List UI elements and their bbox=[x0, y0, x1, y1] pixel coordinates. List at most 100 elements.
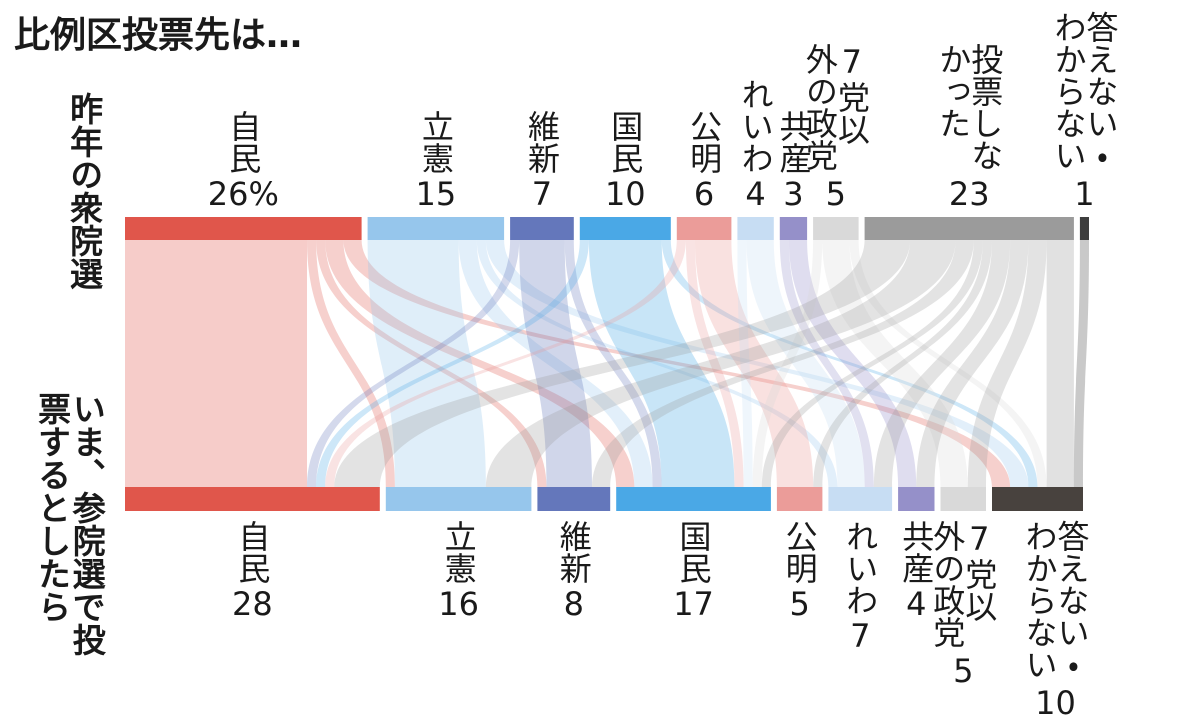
source-bar bbox=[864, 217, 1074, 240]
target-name: 自民 bbox=[233, 520, 272, 584]
source-name: れいわ bbox=[736, 78, 775, 174]
target-value: 4 bbox=[906, 585, 927, 623]
source-bar bbox=[510, 217, 574, 240]
target-value: 17 bbox=[673, 585, 714, 623]
flow-ribbon bbox=[752, 240, 823, 487]
flow-ribbon bbox=[588, 240, 735, 487]
source-value: 5 bbox=[825, 175, 847, 213]
flow-ribbon bbox=[695, 240, 814, 487]
flow-ribbon bbox=[822, 240, 968, 487]
target-name: 国民 bbox=[674, 520, 713, 584]
flow-ribbon bbox=[325, 240, 635, 487]
flow-ribbon bbox=[307, 240, 395, 487]
source-bar bbox=[367, 217, 505, 240]
flow-ribbon bbox=[685, 240, 744, 487]
flow-ribbon bbox=[307, 240, 520, 487]
target-label: 維新 8 bbox=[554, 520, 593, 623]
source-value: 15 bbox=[415, 175, 457, 213]
flow-ribbon bbox=[661, 240, 1038, 487]
target-value: 10 bbox=[1035, 684, 1076, 722]
flow-ribbon bbox=[873, 240, 1011, 487]
flow-ribbon bbox=[813, 240, 992, 487]
source-name: 答えない・わからない bbox=[1049, 10, 1120, 171]
flow-ribbon bbox=[125, 240, 307, 487]
target-label: 自民 28 bbox=[232, 520, 273, 620]
target-name: れいわ bbox=[841, 520, 880, 616]
source-bar bbox=[813, 217, 859, 240]
source-value: 7 bbox=[531, 175, 553, 213]
target-label: 答えない・わからない 10 bbox=[1020, 520, 1091, 722]
flow-ribbon bbox=[849, 240, 1047, 487]
flow-ribbon bbox=[367, 240, 486, 487]
target-bar bbox=[992, 487, 1083, 511]
flow-ribbon bbox=[519, 240, 592, 487]
target-name: 答えない・わからない bbox=[1020, 520, 1091, 680]
source-label: れいわ 4 bbox=[736, 78, 775, 213]
flow-ribbon bbox=[967, 240, 1047, 487]
chart-title: 比例区投票先は… bbox=[14, 15, 303, 56]
source-name: 共産 bbox=[774, 110, 813, 174]
source-axis-label: 昨年の衆院選 bbox=[64, 92, 104, 290]
flow-ribbon bbox=[343, 240, 1011, 487]
target-bar bbox=[776, 487, 823, 511]
source-bar bbox=[779, 217, 808, 240]
flow-ribbon bbox=[737, 240, 753, 487]
source-name: 7党以外の政党 bbox=[800, 42, 871, 171]
target-bar bbox=[898, 487, 935, 511]
source-label: 7党以外の政党 5 bbox=[800, 42, 871, 213]
source-label: 国民 10 bbox=[605, 110, 646, 210]
flow-ribbon bbox=[316, 240, 589, 487]
target-bar bbox=[537, 487, 611, 511]
target-bar bbox=[125, 487, 380, 511]
target-bar bbox=[385, 487, 532, 511]
target-label: 公明 5 bbox=[780, 520, 819, 623]
target-name: 共産 bbox=[897, 520, 936, 584]
flow-ribbon bbox=[316, 240, 547, 487]
source-label: 立憲 15 bbox=[415, 110, 456, 210]
source-bar bbox=[676, 217, 732, 240]
source-name: 自民 bbox=[224, 110, 263, 174]
flow-ribbon bbox=[761, 240, 983, 487]
source-value: 6 bbox=[693, 175, 715, 213]
target-label: れいわ 7 bbox=[841, 520, 880, 655]
target-bar bbox=[940, 487, 986, 511]
target-label: 国民 17 bbox=[673, 520, 714, 620]
source-bar bbox=[1079, 217, 1089, 240]
flow-ribbon bbox=[788, 240, 917, 487]
flow-ribbon bbox=[1073, 240, 1089, 487]
target-axis-label: いま、参院選で投票するとしたら bbox=[32, 392, 107, 656]
target-value: 8 bbox=[563, 585, 584, 623]
target-bar bbox=[828, 487, 893, 511]
source-name: 立憲 bbox=[416, 110, 455, 174]
flow-ribbon bbox=[746, 240, 865, 487]
target-label: 7党以外の政党 5 bbox=[928, 520, 999, 687]
flow-ribbon bbox=[458, 240, 653, 487]
target-name: 立憲 bbox=[439, 520, 478, 584]
source-value: 10 bbox=[604, 175, 646, 213]
flow-ribbon bbox=[779, 240, 874, 487]
flow-ribbon bbox=[916, 240, 1029, 487]
target-value: 7 bbox=[850, 617, 871, 655]
source-name: 国民 bbox=[606, 110, 645, 174]
flow-ribbon bbox=[334, 240, 911, 487]
flow-ribbon bbox=[564, 240, 662, 487]
target-label: 立憲 16 bbox=[438, 520, 479, 620]
source-label: 投票しなかった 23 bbox=[934, 43, 1004, 213]
source-label: 維新 7 bbox=[523, 110, 561, 213]
source-name: 公明 bbox=[685, 110, 724, 174]
source-value: 4 bbox=[745, 175, 766, 213]
target-value: 5 bbox=[789, 585, 810, 623]
source-bar bbox=[125, 217, 362, 240]
source-bar bbox=[737, 217, 774, 240]
flow-ribbon bbox=[592, 240, 974, 487]
source-value: 23 bbox=[948, 175, 990, 213]
target-name: 維新 bbox=[554, 520, 593, 584]
target-name: 7党以外の政党 bbox=[928, 520, 999, 648]
flow-ribbon bbox=[485, 240, 956, 487]
source-bar bbox=[579, 217, 671, 240]
target-name: 公明 bbox=[780, 520, 819, 584]
source-label: 公明 6 bbox=[685, 110, 724, 213]
flow-ribbon bbox=[476, 240, 838, 487]
